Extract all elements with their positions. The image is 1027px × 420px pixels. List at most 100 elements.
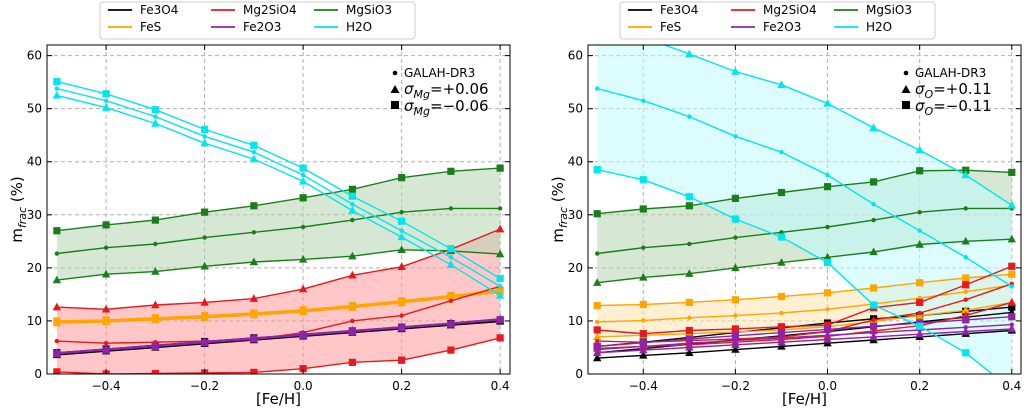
- point-mgsio3-plus: [1007, 234, 1016, 243]
- point-mgsio3-base: [350, 217, 355, 223]
- point-mgsio3-minus: [685, 202, 693, 210]
- point-mgsio3-base: [448, 206, 454, 211]
- point-fe2o3-base: [687, 341, 692, 346]
- point-fe3o4-plus: [685, 348, 694, 356]
- point-fe3o4-plus: [731, 345, 740, 353]
- point-mg2sio4-minus: [53, 368, 61, 374]
- point-mgsio3-plus: [731, 263, 740, 272]
- x-tick-label: −0.2: [190, 379, 219, 393]
- point-fes-base: [202, 314, 207, 319]
- line-h2o-base: [597, 87, 1013, 287]
- point-mg2sio4-minus: [823, 321, 832, 329]
- point-mgsio3-base: [202, 235, 207, 240]
- point-fes-base: [687, 315, 692, 320]
- point-h2o-plus: [298, 176, 308, 185]
- annotation-plus-label-main: σ: [404, 80, 414, 98]
- point-mg2sio4-minus: [1008, 262, 1016, 270]
- point-mg2sio4-base: [399, 313, 404, 318]
- y-axis-label-sub: frac: [557, 207, 570, 228]
- x-tick-label: 0.0: [818, 379, 837, 393]
- point-fe3o4-plus: [639, 350, 648, 359]
- point-mg2sio4-base: [448, 298, 454, 303]
- point-fes-base: [103, 318, 109, 324]
- point-fe2o3-base: [1009, 322, 1014, 327]
- point-h2o-base: [733, 134, 738, 139]
- point-fes-base: [251, 311, 257, 317]
- point-h2o-plus: [446, 260, 456, 268]
- plot-area: [52, 78, 505, 374]
- point-h2o-minus: [962, 349, 970, 357]
- point-fes-minus: [823, 289, 832, 297]
- point-fes-minus: [962, 274, 970, 282]
- line-mg2sio4-plus: [56, 228, 501, 311]
- annotation-minus-label-sub: Mg: [414, 105, 430, 118]
- point-mg2sio4-minus: [348, 358, 356, 366]
- line-fes-minus: [597, 273, 1012, 307]
- point-fes-base: [153, 316, 158, 322]
- point-h2o-base: [963, 255, 968, 260]
- point-h2o-minus: [777, 233, 786, 241]
- plot-frame: [587, 44, 1022, 375]
- y-tick-label: 50: [27, 102, 42, 116]
- point-fes-plus: [593, 332, 602, 341]
- point-h2o-plus: [495, 290, 505, 299]
- legend-label-fes: FeS: [140, 20, 161, 34]
- plot-frame: [46, 44, 511, 375]
- point-fe2o3-plus: [685, 342, 694, 351]
- point-h2o-base: [153, 114, 158, 119]
- line-mg2sio4-plus: [597, 301, 1012, 350]
- point-h2o-plus: [593, 25, 601, 33]
- point-mgsio3-minus: [53, 227, 61, 235]
- point-mg2sio4-plus: [52, 302, 62, 311]
- x-tick-label: −0.4: [92, 379, 121, 393]
- point-mgsio3-plus: [151, 267, 160, 275]
- point-mg2sio4-base: [595, 338, 600, 344]
- point-mgsio3-plus: [777, 258, 786, 266]
- legend: Fe3O4 Mg2SiO4 MgSiO3 FeS Fe2O3 H2O: [99, 1, 416, 40]
- point-fe2o3-base: [251, 336, 257, 341]
- annotation-minus-marker: [902, 101, 910, 109]
- x-tick-label: 0.2: [910, 379, 929, 393]
- point-mgsio3-minus: [593, 210, 601, 218]
- point-h2o-minus: [299, 164, 307, 172]
- annotation-plus-label: σO=+0.11: [915, 80, 992, 101]
- annotation-base-marker: [392, 70, 398, 76]
- point-mgsio3-base: [917, 209, 922, 215]
- point-h2o-base: [399, 228, 404, 233]
- point-fe2o3-plus: [869, 332, 878, 341]
- x-tick-label: 0.2: [392, 379, 411, 393]
- line-mg2sio4-minus: [597, 265, 1013, 335]
- point-h2o-plus: [1007, 200, 1016, 209]
- point-mgsio3-minus: [250, 202, 258, 210]
- legend-label-mg2sio4: Mg2SiO4: [763, 3, 817, 17]
- annotation-plus-label: σMg=+0.06: [404, 80, 489, 101]
- line-fes-plus: [597, 301, 1012, 338]
- annotation-minus-label-main: σ: [915, 97, 925, 115]
- point-fes-base: [779, 310, 784, 316]
- x-tick-label: 0.0: [294, 379, 313, 393]
- y-tick-label: 20: [568, 261, 583, 275]
- point-mgsio3-minus: [869, 178, 878, 186]
- band-h2o: [597, 45, 1012, 374]
- annotation-base-label: GALAH-DR3: [915, 66, 986, 80]
- point-fe2o3-base: [103, 347, 109, 352]
- point-h2o-base: [917, 228, 922, 233]
- point-mgsio3-plus: [397, 245, 406, 254]
- y-tick-label: 30: [568, 208, 583, 222]
- annotation-minus-marker: [391, 101, 399, 109]
- annotation-plus-marker: [901, 85, 911, 93]
- y-axis-label-rest: (%): [8, 176, 26, 207]
- point-fes-minus: [639, 300, 647, 309]
- point-mgsio3-minus: [151, 216, 159, 224]
- y-tick-label: 40: [568, 155, 583, 169]
- point-h2o-base: [779, 149, 784, 155]
- point-h2o-plus: [777, 80, 786, 88]
- point-fe2o3-minus: [731, 332, 740, 340]
- point-h2o-plus: [915, 145, 924, 154]
- legend-label-mg2sio4: Mg2SiO4: [243, 3, 297, 17]
- y-tick-label: 10: [568, 314, 583, 328]
- point-h2o-minus: [685, 193, 693, 201]
- point-h2o-base: [103, 98, 109, 103]
- y-axis-label-main: m: [549, 228, 567, 243]
